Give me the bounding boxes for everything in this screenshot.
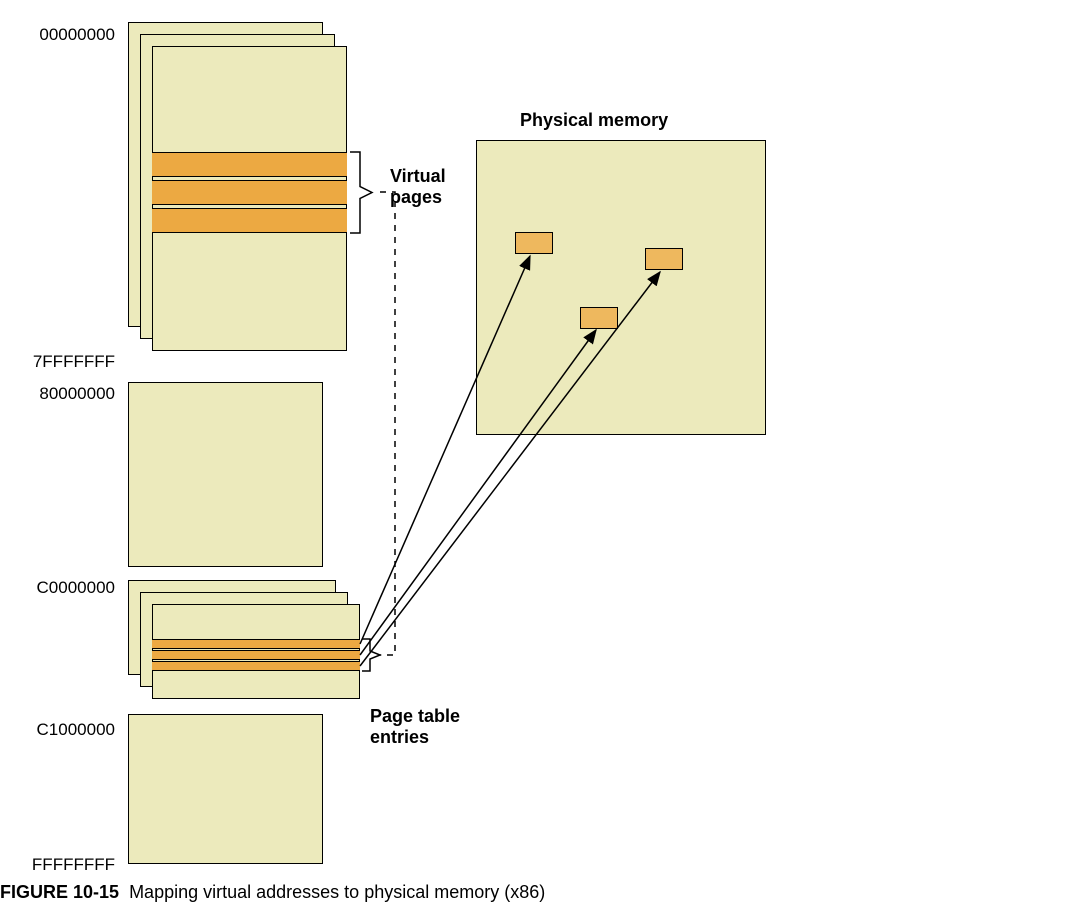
addr-label-4: C1000000: [20, 720, 115, 740]
diagram-canvas: 00000000 7FFFFFFF 80000000 C0000000 C100…: [0, 0, 1086, 906]
pte-stripe-1: [152, 650, 360, 660]
vm-region-bottom: [128, 714, 323, 864]
addr-label-0: 00000000: [20, 25, 115, 45]
figure-caption: FIGURE 10-15 Mapping virtual addresses t…: [0, 882, 545, 903]
label-virtual-pages-l1: Virtual: [390, 166, 446, 186]
physical-page-chip-1: [580, 307, 618, 329]
addr-label-3: C0000000: [20, 578, 115, 598]
virtual-page-stripe-0: [152, 152, 347, 177]
addr-label-1: 7FFFFFFF: [20, 352, 115, 372]
figure-caption-prefix: FIGURE 10-15: [0, 882, 119, 902]
label-physical-memory: Physical memory: [520, 110, 668, 131]
label-pte-l1: Page table: [370, 706, 460, 726]
virtual-page-stripe-2: [152, 208, 347, 233]
label-virtual-pages-l2: pages: [390, 187, 442, 207]
figure-caption-text: Mapping virtual addresses to physical me…: [129, 882, 545, 902]
label-pte-l2: entries: [370, 727, 429, 747]
physical-memory-box: [476, 140, 766, 435]
pte-stripe-0: [152, 639, 360, 649]
vm-region-middle: [128, 382, 323, 567]
virtual-page-stripe-1: [152, 180, 347, 205]
physical-page-chip-2: [645, 248, 683, 270]
pte-stripe-2: [152, 661, 360, 671]
label-page-table-entries: Page table entries: [370, 706, 460, 748]
label-virtual-pages: Virtual pages: [390, 166, 446, 208]
addr-label-5: FFFFFFFF: [20, 855, 115, 875]
physical-page-chip-0: [515, 232, 553, 254]
addr-label-2: 80000000: [20, 384, 115, 404]
